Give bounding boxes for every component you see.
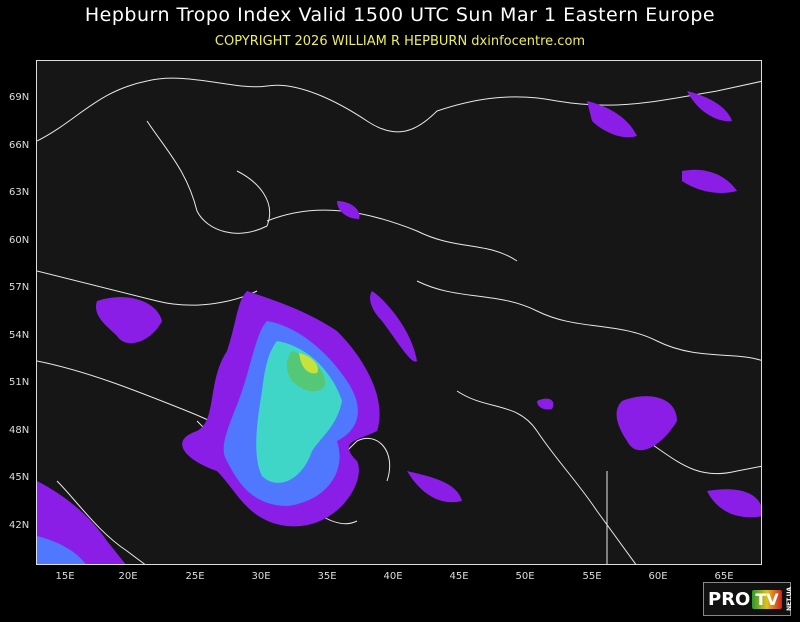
protv-watermark-logo: PRO TV NET.UA xyxy=(703,582,793,616)
lat-label: 60N xyxy=(9,235,30,246)
map-canvas xyxy=(37,77,761,564)
index-level-4 xyxy=(286,351,326,392)
lat-label: 57N xyxy=(9,282,30,293)
lat-label: 63N xyxy=(9,187,30,198)
lon-label: 15E xyxy=(55,571,75,582)
lon-label: 30E xyxy=(251,571,271,582)
copyright-line: COPYRIGHT 2026 WILLIAM R HEPBURN dxinfoc… xyxy=(214,34,586,49)
lat-label: 42N xyxy=(9,520,30,531)
lon-label: 35E xyxy=(317,571,337,582)
index-level-5 xyxy=(299,353,318,374)
map-title: Hepburn Tropo Index Valid 1500 UTC Sun M… xyxy=(84,4,716,26)
lat-label: 48N xyxy=(9,425,30,436)
lon-label: 20E xyxy=(118,571,138,582)
lat-label: 54N xyxy=(9,330,30,341)
lon-label: 65E xyxy=(714,571,734,582)
lon-label: 25E xyxy=(185,571,205,582)
lon-label: 55E xyxy=(582,571,602,582)
lon-label: 60E xyxy=(648,571,668,582)
lat-label: 45N xyxy=(9,472,30,483)
lon-label: 40E xyxy=(383,571,403,582)
tropo-index-contours xyxy=(37,91,761,564)
lon-label: 45E xyxy=(449,571,469,582)
tropo-map xyxy=(36,60,762,565)
logo-net-text: NET.UA xyxy=(785,587,793,611)
logo-pro-text: PRO xyxy=(708,588,751,610)
lat-label: 69N xyxy=(9,92,30,103)
lat-label: 66N xyxy=(9,140,30,151)
lat-label: 51N xyxy=(9,377,30,388)
lon-label: 50E xyxy=(515,571,535,582)
logo-tv-icon: TV xyxy=(752,589,782,609)
